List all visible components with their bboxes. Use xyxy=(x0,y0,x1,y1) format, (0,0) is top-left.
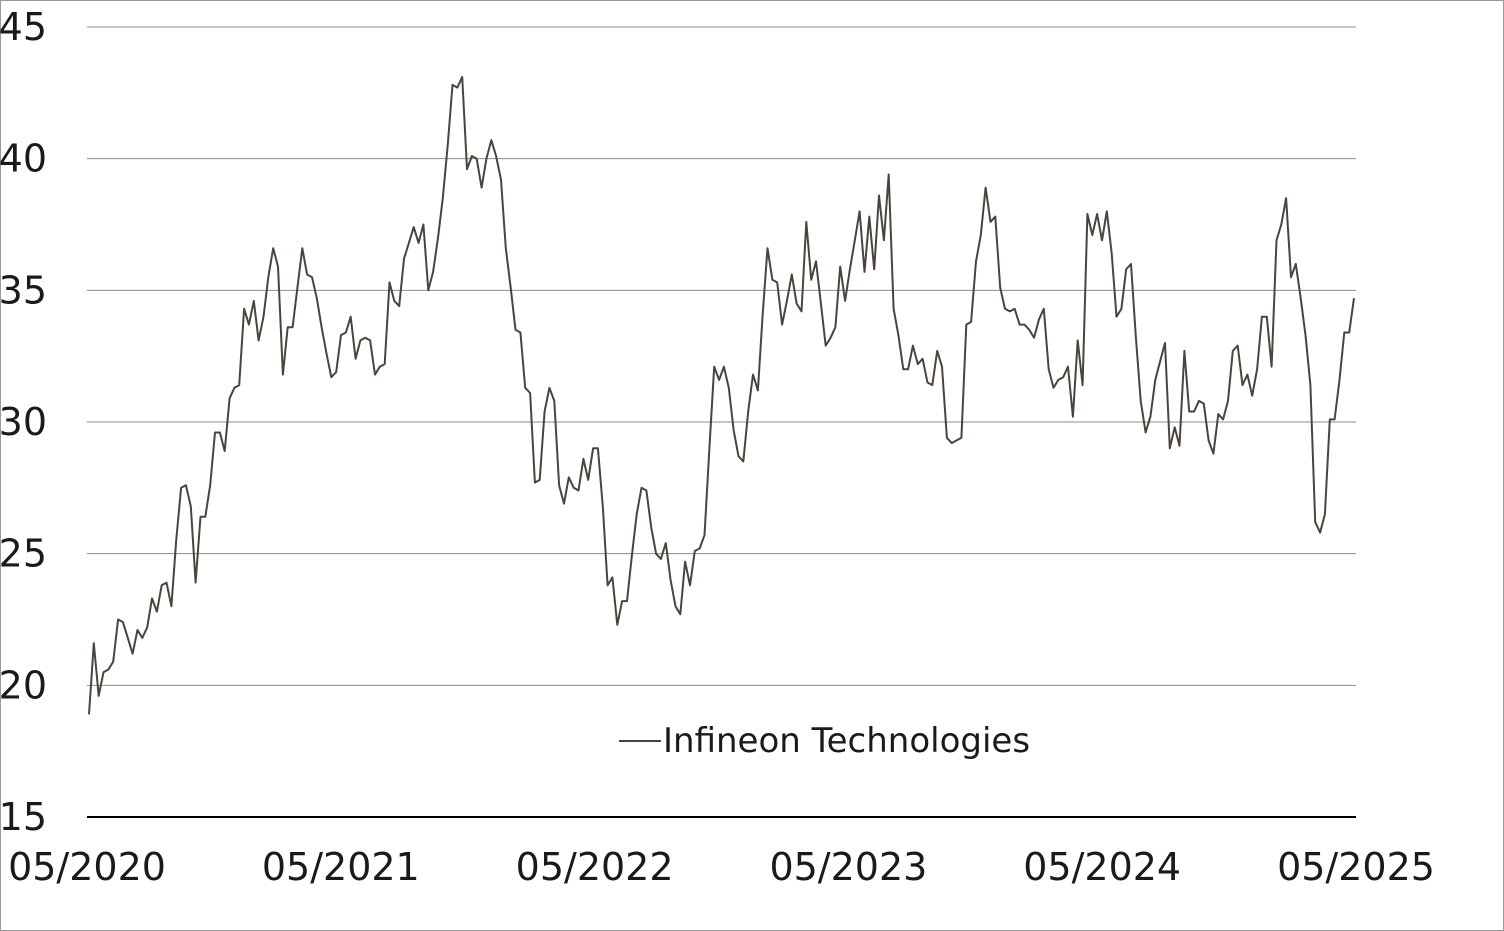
y-tick-label-20: 20 xyxy=(0,663,47,707)
horizontal-gridlines xyxy=(87,26,1356,818)
y-tick-label-30: 30 xyxy=(0,400,47,444)
y-tick-label-40: 40 xyxy=(0,137,47,181)
y-tick-label-45: 45 xyxy=(0,5,47,49)
x-tick-label-05-2021: 05/2021 xyxy=(262,845,420,889)
y-axis-tick-labels: 15 20 25 30 35 40 45 xyxy=(0,5,47,839)
x-tick-label-05-2024: 05/2024 xyxy=(1023,845,1181,889)
legend: Infineon Technologies xyxy=(619,721,1030,761)
x-axis-tick-labels: 05/2020 05/2021 05/2022 05/2023 05/2024 05/20… xyxy=(8,845,1435,889)
x-tick-label-05-2020: 05/2020 xyxy=(8,845,166,889)
y-tick-label-35: 35 xyxy=(0,268,47,312)
series-line-infineon-technologies xyxy=(88,76,1355,715)
y-tick-label-25: 25 xyxy=(0,532,47,576)
y-tick-label-15: 15 xyxy=(0,795,47,839)
x-tick-label-05-2025: 05/2025 xyxy=(1277,845,1435,889)
legend-label: Infineon Technologies xyxy=(663,721,1030,761)
x-tick-label-05-2022: 05/2022 xyxy=(516,845,674,889)
x-tick-label-05-2023: 05/2023 xyxy=(769,845,927,889)
